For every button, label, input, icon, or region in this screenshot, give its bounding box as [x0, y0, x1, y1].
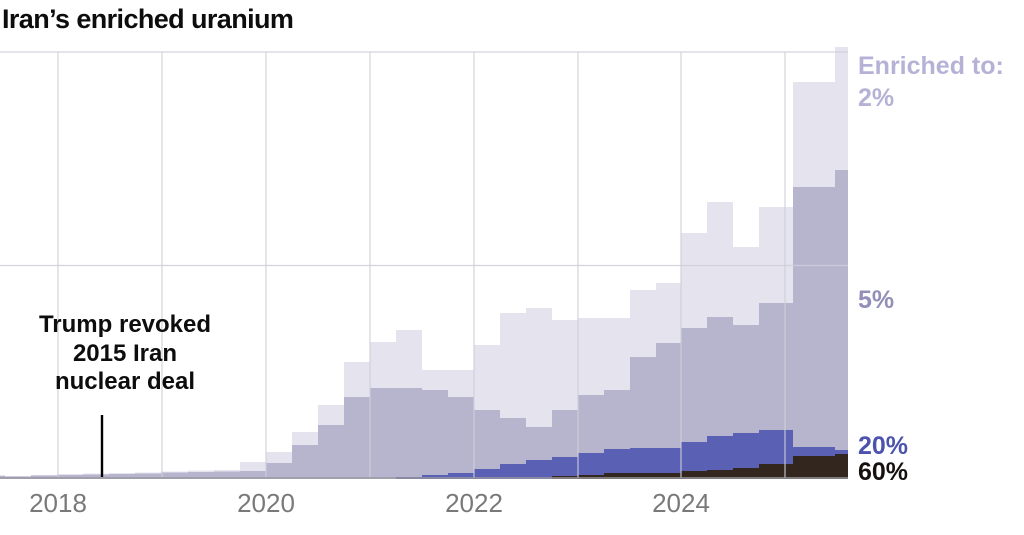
annotation-line-1: Trump revoked — [38, 311, 212, 338]
annotation-trump-deal: Trump revoked 2015 Iran nuclear deal — [8, 311, 242, 397]
x-tick-2022: 2022 — [445, 488, 503, 518]
area-layer-h60 — [0, 454, 848, 479]
annotation-line-3: nuclear deal — [54, 368, 196, 395]
area-layer-h5 — [0, 170, 848, 479]
legend-label-h5: 5% — [858, 286, 895, 314]
x-tick-2018: 2018 — [29, 488, 87, 518]
legend-label-h2: 2% — [858, 84, 895, 112]
annotation-line-2: 2015 Iran — [72, 339, 178, 367]
x-tick-2024: 2024 — [652, 488, 710, 518]
area-layer-h20 — [0, 430, 848, 479]
legend-label-h20: 20% — [858, 432, 909, 460]
legend-heading: Enriched to: — [858, 52, 1004, 80]
legend-label-h60: 60% — [858, 458, 909, 486]
page-title: Iran’s enriched uranium — [2, 4, 294, 34]
x-tick-2020: 2020 — [237, 488, 295, 518]
